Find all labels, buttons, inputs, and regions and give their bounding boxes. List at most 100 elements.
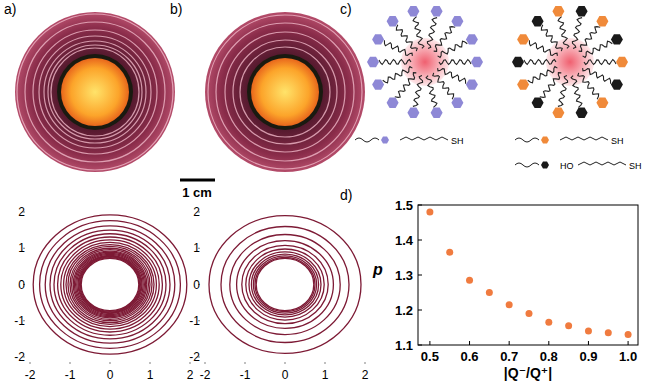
ligand	[583, 41, 613, 57]
ring	[221, 227, 349, 343]
y-tick-label: 0	[18, 278, 25, 292]
core	[61, 58, 129, 126]
head-group	[451, 16, 463, 26]
panel-label: a)	[4, 1, 16, 17]
x-tick-label: 0	[107, 368, 114, 382]
point	[545, 319, 552, 326]
ligand	[427, 18, 437, 49]
ring	[81, 258, 139, 310]
head-group	[451, 98, 463, 108]
y-tick-label: 1	[193, 241, 200, 255]
head-group	[552, 6, 564, 16]
plot-frame	[418, 205, 638, 345]
x-tick	[150, 362, 151, 364]
ligand	[379, 60, 411, 65]
photo-ring	[51, 48, 139, 136]
ring	[66, 245, 154, 325]
y-tick-label: -1	[189, 314, 200, 328]
ring	[79, 256, 141, 313]
photo-ring	[25, 22, 165, 162]
ring	[50, 230, 170, 339]
x-tick-label: 2	[187, 368, 194, 382]
head-group	[431, 108, 443, 118]
group-label: HO	[560, 161, 574, 171]
point	[486, 289, 493, 296]
ligand	[571, 76, 582, 108]
y-tick	[418, 205, 422, 206]
point	[625, 331, 632, 338]
point	[426, 209, 433, 216]
y-tick-label: 1.1	[395, 338, 413, 353]
group-label: SH	[451, 136, 464, 146]
head-group	[576, 6, 588, 16]
y-tick-label: 0	[193, 278, 200, 292]
y-tick-label: 1.2	[395, 303, 413, 318]
photo-ring	[233, 40, 337, 144]
x-tick-label: -1	[65, 368, 76, 382]
x-tick-label: 1	[147, 368, 154, 382]
point	[605, 329, 612, 336]
ring	[76, 253, 145, 315]
ring-plot: -2-1012-2-1012	[189, 205, 368, 382]
x-tick-label: 0.8	[540, 349, 558, 364]
ligand-legend: SH	[355, 136, 464, 146]
ligand	[558, 17, 569, 49]
ligand	[383, 67, 413, 83]
ring	[68, 246, 152, 322]
head-group	[431, 6, 443, 16]
ligand	[439, 60, 471, 65]
photo	[15, 12, 175, 172]
ring	[80, 258, 139, 312]
ring	[209, 216, 361, 354]
head-group	[387, 16, 399, 26]
ligand	[524, 60, 556, 65]
head-group	[512, 57, 524, 67]
ring	[253, 256, 316, 313]
point	[446, 249, 453, 256]
x-tick-label: 0.9	[579, 349, 597, 364]
y-tick-label: -2	[14, 350, 25, 364]
x-tick	[588, 341, 589, 345]
y-tick	[418, 275, 422, 276]
ring	[77, 254, 143, 314]
photo-ring	[225, 32, 345, 152]
ligand	[413, 17, 424, 49]
point	[506, 301, 513, 308]
photo-ring	[44, 41, 146, 143]
rings	[33, 215, 187, 354]
dish	[205, 12, 365, 172]
head-group	[466, 34, 478, 44]
ligand	[541, 25, 562, 51]
point	[466, 277, 473, 284]
point	[585, 328, 592, 335]
ring	[246, 249, 324, 320]
x-tick	[548, 341, 549, 345]
scale-bar-label: 1 cm	[182, 185, 212, 200]
ring	[251, 254, 318, 315]
scatter-plot: 0.50.60.70.80.91.01.11.21.31.41.5|Q⁻/Q⁺|…	[372, 198, 638, 381]
y-tick	[418, 345, 422, 346]
ligand	[438, 68, 466, 84]
x-tick	[628, 341, 629, 345]
nanoparticle	[512, 6, 628, 118]
photo-ring	[39, 36, 151, 148]
points	[426, 209, 631, 339]
y-tick	[418, 240, 422, 241]
ring	[249, 252, 321, 317]
x-tick-label: 1	[322, 368, 329, 382]
head-group	[466, 79, 478, 89]
scale-bar	[180, 179, 215, 182]
head-group	[381, 137, 389, 144]
x-tick	[30, 362, 31, 364]
x-tick	[285, 362, 286, 364]
ring	[230, 234, 340, 334]
rings	[209, 216, 361, 354]
photo-ring	[240, 47, 330, 137]
head-group	[616, 57, 628, 67]
y-tick-label: 1.4	[395, 233, 414, 248]
x-tick-label: 1.0	[619, 349, 637, 364]
ligand	[529, 40, 557, 56]
x-tick	[509, 341, 510, 345]
head-group	[596, 16, 608, 26]
y-tick-label: 1	[18, 241, 25, 255]
